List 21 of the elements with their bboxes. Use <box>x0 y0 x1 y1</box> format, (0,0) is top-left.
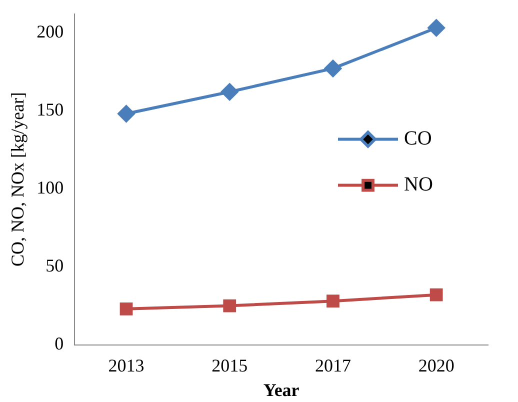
y-axis-title: CO, NO, NOx [kg/year] <box>8 92 28 267</box>
point <box>223 299 236 312</box>
x-tick-label: 2015 <box>212 355 248 376</box>
x-axis-title: Year <box>263 380 300 400</box>
y-tick-label: 0 <box>54 334 64 354</box>
legend-label: NO <box>404 174 433 196</box>
point <box>430 288 443 302</box>
point <box>118 105 135 122</box>
y-tick-label: 100 <box>36 177 64 198</box>
point <box>428 19 445 36</box>
y-tick-label: 50 <box>46 255 64 276</box>
x-tick-label: 2013 <box>108 355 144 376</box>
y-tick-label: 200 <box>36 21 64 42</box>
point <box>120 302 133 316</box>
x-tick-label: 2017 <box>314 355 351 376</box>
point <box>326 294 340 308</box>
point <box>324 60 342 77</box>
legend-label: CO <box>404 128 432 150</box>
y-tick-label: 150 <box>36 99 64 120</box>
x-tick-label: 2020 <box>418 355 454 376</box>
point <box>221 83 238 100</box>
